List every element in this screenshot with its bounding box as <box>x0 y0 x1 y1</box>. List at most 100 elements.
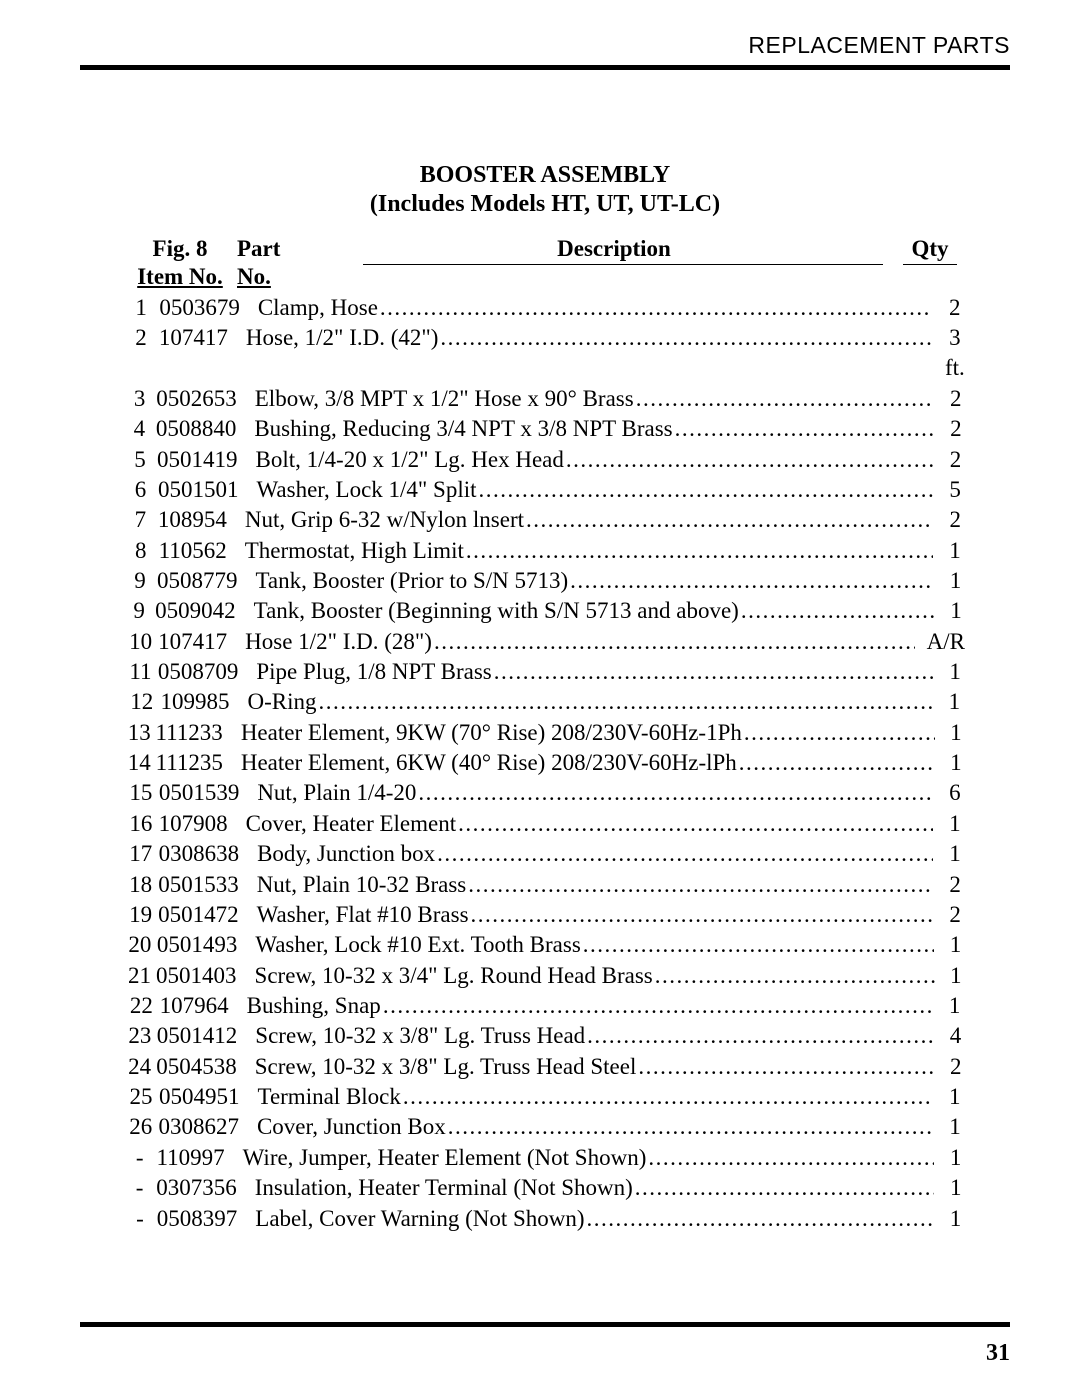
cell-description: Heater Element, 6KW (40° Rise) 208/230V-… <box>223 748 947 778</box>
cell-part-no: 0307356 <box>154 1173 237 1203</box>
cell-part-no: 0502653 <box>154 384 237 414</box>
col-header-qty: Qty <box>895 234 965 264</box>
leader-dots: ........................................… <box>477 475 934 505</box>
cell-qty: 1 <box>945 809 965 839</box>
table-row: 200501493Washer, Lock #10 Ext. Tooth Bra… <box>125 930 965 960</box>
cell-item-no: 2 <box>125 323 157 384</box>
cell-part-no: 0501472 <box>156 900 239 930</box>
cell-item-no: 18 <box>125 870 156 900</box>
leader-dots: ........................................… <box>585 1204 935 1234</box>
cell-part-no: 0501493 <box>155 930 238 960</box>
cell-description: Nut, Plain 10-32 Brass..................… <box>239 870 945 900</box>
table-row: 210501403Screw, 10-32 x 3/4" Lg. Round H… <box>125 961 965 991</box>
cell-qty: 2 <box>945 870 965 900</box>
cell-item-no: 1 <box>125 293 157 323</box>
cell-qty: 1 <box>945 839 965 869</box>
cell-description: Nut, Plain 1/4-20.......................… <box>239 778 944 808</box>
cell-part-no: 0501419 <box>155 445 238 475</box>
cell-item-no: 9 <box>125 566 155 596</box>
cell-part-no: 108954 <box>156 505 227 535</box>
cell-qty: 1 <box>946 1173 965 1203</box>
table-row: -0508397Label, Cover Warning (Not Shown)… <box>125 1204 965 1234</box>
table-row: 40508840Bushing, Reducing 3/4 NPT x 3/8 … <box>125 414 965 444</box>
cell-item-no: 10 <box>125 627 156 657</box>
cell-item-no: 5 <box>125 445 155 475</box>
cell-item-no: 4 <box>125 414 154 444</box>
cell-part-no: 107417 <box>157 323 228 384</box>
cell-item-no: - <box>125 1143 154 1173</box>
leader-dots: ........................................… <box>646 1143 934 1173</box>
cell-item-no: 17 <box>125 839 157 869</box>
table-row: 190501472Washer, Flat #10 Brass.........… <box>125 900 965 930</box>
leader-dots: ........................................… <box>401 1082 933 1112</box>
cell-part-no: 111233 <box>154 718 223 748</box>
table-row: 90508779Tank, Booster (Prior to S/N 5713… <box>125 566 965 596</box>
cell-qty: 2 <box>945 900 965 930</box>
cell-qty: 4 <box>946 1021 965 1051</box>
leader-dots: ........................................… <box>446 1112 933 1142</box>
cell-qty: 2 <box>947 414 965 444</box>
cell-description: O-Ring..................................… <box>230 687 944 717</box>
cell-description: Washer, Lock 1/4" Split.................… <box>239 475 946 505</box>
cell-item-no: 9 <box>125 596 153 626</box>
cell-part-no: 0508709 <box>156 657 239 687</box>
col-header-desc-rule <box>345 262 895 292</box>
cell-qty: 2 <box>946 445 965 475</box>
assembly-subtitle: (Includes Models HT, UT, UT-LC) <box>80 191 1010 218</box>
cell-description: Insulation, Heater Terminal (Not Shown).… <box>237 1173 947 1203</box>
leader-dots: ........................................… <box>464 536 933 566</box>
cell-item-no: 25 <box>125 1082 157 1112</box>
table-row: 10503679Clamp, Hose.....................… <box>125 293 965 323</box>
cell-item-no: 26 <box>125 1112 156 1142</box>
leader-dots: ........................................… <box>469 900 934 930</box>
cell-description: Screw, 10-32 x 3/8" Lg. Truss Head Steel… <box>237 1052 947 1082</box>
cell-item-no: 14 <box>125 748 154 778</box>
cell-part-no: 107908 <box>157 809 228 839</box>
table-row: -110997Wire, Jumper, Heater Element (Not… <box>125 1143 965 1173</box>
cell-item-no: 11 <box>125 657 156 687</box>
table-row: 170308638Body, Junction box.............… <box>125 839 965 869</box>
cell-part-no: 0508840 <box>154 414 237 444</box>
leader-dots: ........................................… <box>739 596 935 626</box>
leader-dots: ........................................… <box>634 384 935 414</box>
table-row: 90509042Tank, Booster (Beginning with S/… <box>125 596 965 626</box>
cell-description: Bushing, Snap...........................… <box>229 991 945 1021</box>
table-row: 30502653Elbow, 3/8 MPT x 1/2" Hose x 90°… <box>125 384 965 414</box>
cell-qty: 2 <box>945 505 965 535</box>
cell-description: Cover, Junction Box.....................… <box>239 1112 945 1142</box>
cell-qty: 1 <box>946 1143 965 1173</box>
table-row: 260308627Cover, Junction Box............… <box>125 1112 965 1142</box>
cell-qty: 1 <box>946 930 965 960</box>
table-row: 150501539Nut, Plain 1/4-20..............… <box>125 778 965 808</box>
cell-part-no: 110562 <box>157 536 227 566</box>
cell-item-no: 19 <box>125 900 156 930</box>
table-row: 12109985O-Ring..........................… <box>125 687 965 717</box>
cell-part-no: 0508779 <box>155 566 238 596</box>
cell-qty: 1 <box>946 566 965 596</box>
leader-dots: ........................................… <box>653 961 935 991</box>
cell-description: Nut, Grip 6-32 w/Nylon lnsert...........… <box>227 505 946 535</box>
cell-qty: 6 <box>945 778 965 808</box>
table-row: 14111235Heater Element, 6KW (40° Rise) 2… <box>125 748 965 778</box>
page: REPLACEMENT PARTS BOOSTER ASSEMBLY (Incl… <box>0 0 1080 1397</box>
cell-description: Bushing, Reducing 3/4 NPT x 3/8 NPT Bras… <box>236 414 946 444</box>
cell-part-no: 0501501 <box>156 475 239 505</box>
table-header: Fig. 8 Part Description Qty Item No. No. <box>125 234 965 293</box>
leader-dots: ........................................… <box>492 657 934 687</box>
cell-part-no: 107417 <box>156 627 227 657</box>
cell-qty: 2 <box>944 293 965 323</box>
leader-dots: ........................................… <box>381 991 932 1021</box>
leader-dots: ........................................… <box>466 870 933 900</box>
cell-item-no: 6 <box>125 475 156 505</box>
table-row: 60501501Washer, Lock 1/4" Split.........… <box>125 475 965 505</box>
col-header-desc: Description <box>345 234 895 264</box>
cell-item-no: 12 <box>125 687 159 717</box>
section-header: REPLACEMENT PARTS <box>80 32 1010 65</box>
table-body: 10503679Clamp, Hose.....................… <box>125 293 965 1234</box>
cell-qty: A/R <box>927 627 965 657</box>
table-row: 250504951Terminal Block.................… <box>125 1082 965 1112</box>
cell-item-no: 24 <box>125 1052 154 1082</box>
table-row: 230501412Screw, 10-32 x 3/8" Lg. Truss H… <box>125 1021 965 1051</box>
cell-item-no: 13 <box>125 718 154 748</box>
cell-qty: 5 <box>945 475 965 505</box>
